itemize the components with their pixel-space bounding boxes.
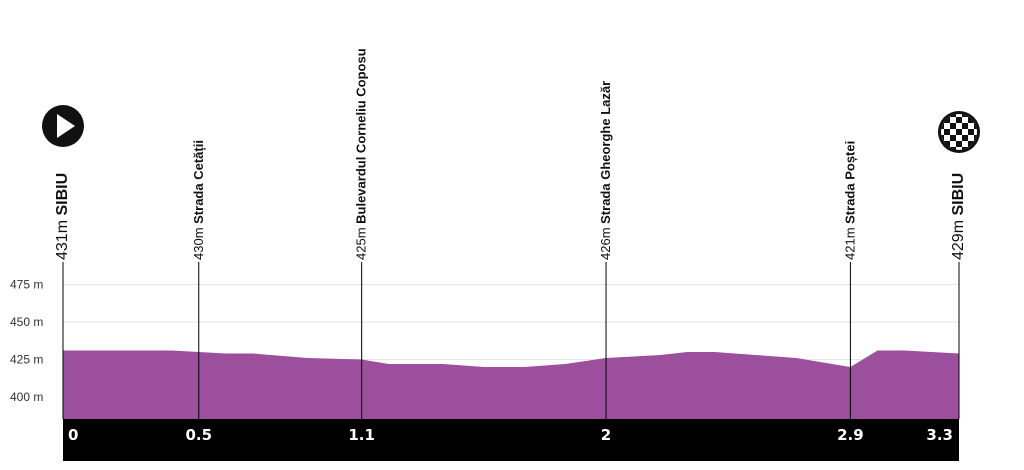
distance-axis: 0 0.5 1.1 2 2.9 3.3	[68, 426, 953, 444]
waypoint-altitude: 429m	[950, 216, 967, 260]
y-tick-label: 450 m	[10, 315, 43, 329]
waypoint-label: 431m SIBIU	[54, 173, 71, 260]
waypoint-name: Strada Poștei	[842, 141, 857, 224]
waypoint-name: Bulevardul Corneliu Coposu	[354, 48, 369, 224]
finish-icon-square	[962, 147, 968, 150]
waypoint-altitude: 426m	[598, 224, 613, 260]
finish-icon-square	[941, 147, 944, 150]
y-tick-label: 425 m	[10, 353, 43, 367]
distance-bar	[63, 419, 959, 461]
finish-icon-square	[950, 123, 956, 129]
km-tick-label: 1.1	[348, 426, 375, 444]
finish-icon-square	[944, 117, 950, 123]
waypoint-label: 421m Strada Poștei	[842, 141, 857, 260]
finish-icon-square	[941, 135, 944, 141]
waypoint-altitude: 431m	[54, 216, 71, 260]
finish-icon-square	[974, 123, 977, 129]
finish-icon-square	[968, 141, 974, 147]
waypoint-label: 426m Strada Gheorghe Lazăr	[598, 81, 613, 260]
elevation-area	[63, 350, 959, 419]
km-tick-label: 2	[601, 426, 611, 444]
y-tick-label: 400 m	[10, 390, 43, 404]
finish-icon-square	[962, 123, 968, 129]
start-play-icon	[42, 105, 84, 147]
finish-icon-square	[962, 135, 968, 141]
finish-icon-square	[950, 135, 956, 141]
finish-icon-checks	[941, 114, 977, 150]
finish-icon-square	[944, 141, 950, 147]
finish-icon-square	[962, 114, 968, 117]
waypoint-altitude: 421m	[842, 224, 857, 260]
km-tick-label: 2.9	[837, 426, 864, 444]
y-tick-label: 475 m	[10, 278, 43, 292]
finish-icon-square	[941, 123, 944, 129]
km-tick-label: 0	[68, 426, 78, 444]
altitude-axis: 400 m 425 m 450 m 475 m	[10, 278, 43, 405]
finish-icon-square	[950, 147, 956, 150]
waypoint-altitude: 425m	[354, 224, 369, 260]
finish-icon-square	[968, 129, 974, 135]
km-tick-label: 0.5	[185, 426, 212, 444]
finish-icon-square	[956, 129, 962, 135]
waypoint-markers: 431m SIBIU 430m Strada Cetății 425m Buleva…	[42, 48, 980, 419]
waypoint-label: 425m Bulevardul Corneliu Coposu	[354, 48, 369, 260]
finish-checkered-flag-icon	[938, 111, 980, 153]
finish-icon-square	[974, 147, 977, 150]
waypoint-name: Strada Cetății	[191, 140, 206, 224]
waypoint-label: 429m SIBIU	[950, 173, 967, 260]
finish-icon-square	[941, 114, 944, 117]
start-icon-triangle	[57, 114, 75, 138]
finish-icon-square	[956, 141, 962, 147]
finish-icon-square	[968, 117, 974, 123]
waypoint-altitude: 430m	[191, 224, 206, 260]
km-tick-label: 3.3	[926, 426, 953, 444]
finish-icon-square	[974, 135, 977, 141]
waypoint-name: Strada Gheorghe Lazăr	[598, 81, 613, 224]
waypoint-name: SIBIU	[950, 173, 967, 216]
finish-icon-square	[944, 129, 950, 135]
waypoint-name: SIBIU	[54, 173, 71, 216]
finish-icon-square	[950, 114, 956, 117]
finish-icon-square	[974, 114, 977, 117]
finish-icon-square	[956, 117, 962, 123]
waypoint-label: 430m Strada Cetății	[191, 140, 206, 260]
